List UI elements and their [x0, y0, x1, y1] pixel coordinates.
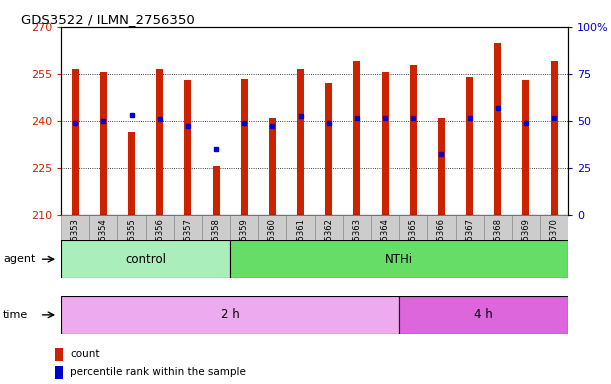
Bar	[522, 80, 530, 215]
Bar	[287, 215, 315, 255]
Bar	[315, 215, 343, 255]
Text: count: count	[70, 349, 100, 359]
Bar	[427, 215, 456, 255]
Bar	[325, 83, 332, 215]
Bar	[353, 61, 360, 215]
Text: GSM345356: GSM345356	[155, 218, 164, 269]
Bar	[551, 61, 558, 215]
Bar	[512, 215, 540, 255]
Text: GSM345362: GSM345362	[324, 218, 333, 269]
Bar	[230, 240, 568, 278]
Bar	[128, 132, 135, 215]
Text: GSM345358: GSM345358	[211, 218, 221, 269]
Text: GSM345368: GSM345368	[493, 218, 502, 269]
Text: GSM345365: GSM345365	[409, 218, 418, 269]
Text: GSM345370: GSM345370	[550, 218, 558, 269]
Text: GSM345364: GSM345364	[381, 218, 390, 269]
Bar	[438, 118, 445, 215]
Bar	[258, 215, 287, 255]
Bar	[540, 215, 568, 255]
Text: GSM345369: GSM345369	[521, 218, 530, 269]
Bar	[410, 65, 417, 215]
Text: percentile rank within the sample: percentile rank within the sample	[70, 367, 246, 377]
Text: GSM345353: GSM345353	[71, 218, 79, 269]
Bar	[145, 215, 174, 255]
Bar	[202, 215, 230, 255]
Bar	[494, 43, 501, 215]
Bar	[55, 366, 64, 379]
Text: control: control	[125, 253, 166, 266]
Bar	[343, 215, 371, 255]
Bar	[241, 79, 247, 215]
Text: GSM345361: GSM345361	[296, 218, 305, 269]
Bar	[185, 80, 191, 215]
Text: 4 h: 4 h	[474, 308, 493, 321]
Bar	[117, 215, 145, 255]
Text: GSM345357: GSM345357	[183, 218, 192, 269]
Bar	[71, 69, 79, 215]
Bar	[230, 215, 258, 255]
Text: GSM345367: GSM345367	[465, 218, 474, 269]
Text: time: time	[3, 310, 28, 320]
Bar	[61, 240, 230, 278]
Text: NTHi: NTHi	[385, 253, 413, 266]
Bar	[382, 72, 389, 215]
Text: GSM345366: GSM345366	[437, 218, 446, 269]
Bar	[55, 348, 64, 361]
Bar	[371, 215, 399, 255]
Bar	[100, 72, 107, 215]
Text: GSM345359: GSM345359	[240, 218, 249, 269]
Bar	[297, 69, 304, 215]
Text: 2 h: 2 h	[221, 308, 240, 321]
Text: GDS3522 / ILMN_2756350: GDS3522 / ILMN_2756350	[21, 13, 194, 26]
Bar	[61, 215, 89, 255]
Bar	[213, 166, 219, 215]
Bar	[174, 215, 202, 255]
Text: GSM345355: GSM345355	[127, 218, 136, 269]
Text: GSM345363: GSM345363	[353, 218, 362, 269]
Bar	[484, 215, 512, 255]
Bar	[269, 118, 276, 215]
Bar	[89, 215, 117, 255]
Text: GSM345360: GSM345360	[268, 218, 277, 269]
Text: agent: agent	[3, 254, 35, 264]
Bar	[156, 69, 163, 215]
Text: GSM345354: GSM345354	[99, 218, 108, 269]
Bar	[456, 215, 484, 255]
Bar	[466, 77, 473, 215]
Bar	[61, 296, 399, 334]
Bar	[399, 296, 568, 334]
Bar	[399, 215, 427, 255]
